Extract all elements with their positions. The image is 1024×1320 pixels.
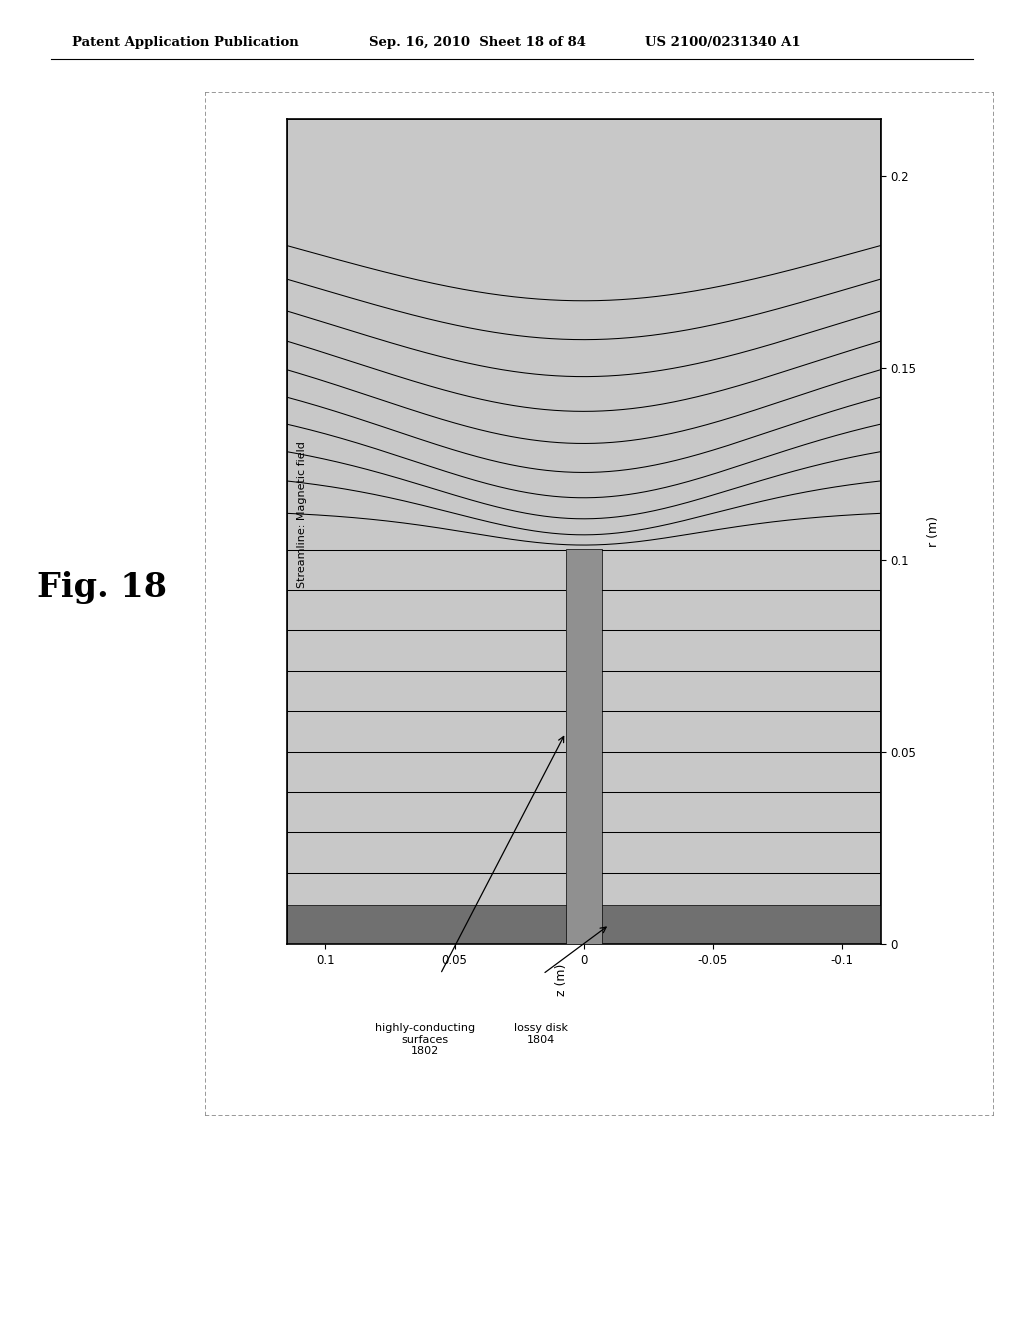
Y-axis label: r (m): r (m) xyxy=(928,516,940,546)
Text: Fig. 18: Fig. 18 xyxy=(38,570,167,605)
Text: US 2100/0231340 A1: US 2100/0231340 A1 xyxy=(645,36,801,49)
Bar xyxy=(565,549,602,944)
Text: Sep. 16, 2010  Sheet 18 of 84: Sep. 16, 2010 Sheet 18 of 84 xyxy=(369,36,586,49)
Bar xyxy=(287,906,881,944)
Text: z (m): z (m) xyxy=(555,964,567,995)
Text: highly-conducting
surfaces
1802: highly-conducting surfaces 1802 xyxy=(375,1023,475,1056)
Text: Patent Application Publication: Patent Application Publication xyxy=(72,36,298,49)
Text: Streamline: Magnetic field: Streamline: Magnetic field xyxy=(297,441,306,589)
Text: lossy disk
1804: lossy disk 1804 xyxy=(514,1023,567,1044)
